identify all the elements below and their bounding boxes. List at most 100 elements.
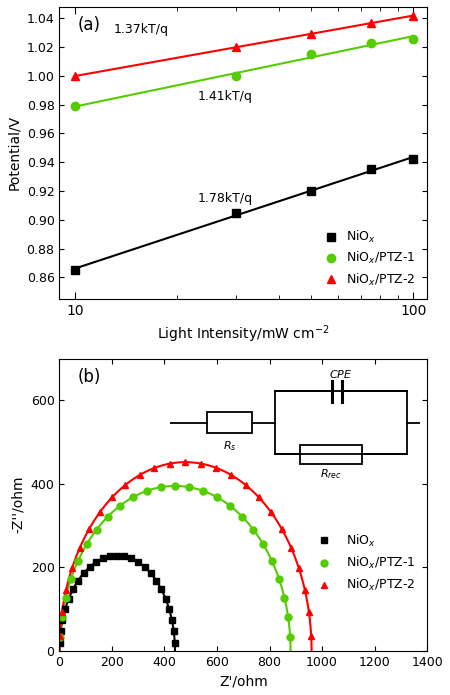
X-axis label: Light Intensity/mW cm$^{-2}$: Light Intensity/mW cm$^{-2}$ — [157, 323, 329, 345]
NiO$_x$/PTZ-1 — [239, 512, 245, 521]
NiO$_x$ — [72, 266, 77, 275]
NiO$_x$/PTZ-2 — [69, 564, 75, 573]
NiO$_x$ — [100, 555, 106, 563]
NiO$_x$ — [166, 605, 172, 613]
NiO$_x$/PTZ-2 — [123, 481, 128, 489]
NiO$_x$ — [159, 585, 164, 594]
NiO$_x$ — [172, 639, 177, 647]
Y-axis label: -Z''/ohm: -Z''/ohm — [11, 476, 25, 534]
NiO$_x$/PTZ-1 — [269, 557, 274, 565]
NiO$_x$/PTZ-1 — [117, 502, 122, 510]
NiO$_x$ — [309, 187, 314, 195]
NiO$_x$/PTZ-1 — [105, 512, 110, 521]
NiO$_x$/PTZ-2 — [234, 43, 239, 51]
NiO$_x$/PTZ-2 — [256, 493, 261, 502]
NiO$_x$ — [66, 595, 72, 603]
Line: NiO$_x$: NiO$_x$ — [56, 552, 178, 646]
X-axis label: Z'/ohm: Z'/ohm — [219, 674, 268, 688]
NiO$_x$/PTZ-1 — [288, 633, 293, 641]
NiO$_x$/PTZ-2 — [198, 459, 204, 468]
NiO$_x$/PTZ-1 — [84, 540, 90, 548]
NiO$_x$/PTZ-1 — [130, 493, 135, 501]
NiO$_x$ — [114, 551, 120, 559]
Y-axis label: Potential/V: Potential/V — [7, 115, 21, 190]
NiO$_x$/PTZ-2 — [77, 543, 82, 552]
NiO$_x$/PTZ-1 — [75, 557, 81, 565]
NiO$_x$/PTZ-2 — [306, 608, 312, 616]
NiO$_x$/PTZ-1 — [57, 633, 63, 641]
NiO$_x$/PTZ-2 — [296, 564, 302, 573]
NiO$_x$ — [58, 627, 63, 635]
NiO$_x$ — [94, 558, 99, 566]
NiO$_x$ — [57, 639, 62, 647]
NiO$_x$/PTZ-2 — [59, 608, 65, 616]
NiO$_x$ — [142, 563, 148, 571]
NiO$_x$/PTZ-2 — [72, 72, 77, 80]
NiO$_x$/PTZ-1 — [285, 613, 291, 621]
NiO$_x$/PTZ-2 — [243, 481, 248, 489]
NiO$_x$ — [107, 552, 112, 560]
Text: (a): (a) — [78, 16, 101, 33]
NiO$_x$ — [368, 165, 373, 174]
Text: 1.37kT/q: 1.37kT/q — [113, 23, 168, 36]
NiO$_x$ — [122, 552, 127, 560]
NiO$_x$ — [70, 585, 76, 594]
Line: NiO$_x$/PTZ-1: NiO$_x$/PTZ-1 — [56, 482, 294, 641]
Line: NiO$_x$/PTZ-2: NiO$_x$/PTZ-2 — [71, 11, 417, 80]
NiO$_x$/PTZ-2 — [57, 631, 63, 639]
Line: NiO$_x$: NiO$_x$ — [71, 155, 417, 275]
NiO$_x$ — [171, 627, 176, 635]
NiO$_x$/PTZ-2 — [302, 586, 307, 594]
NiO$_x$/PTZ-2 — [97, 508, 103, 516]
NiO$_x$/PTZ-1 — [201, 486, 206, 495]
NiO$_x$/PTZ-1 — [59, 613, 64, 621]
Line: NiO$_x$/PTZ-2: NiO$_x$/PTZ-2 — [56, 459, 315, 639]
NiO$_x$ — [234, 208, 239, 217]
NiO$_x$/PTZ-2 — [368, 19, 373, 27]
NiO$_x$/PTZ-1 — [309, 50, 314, 58]
NiO$_x$/PTZ-1 — [261, 540, 266, 548]
NiO$_x$/PTZ-1 — [94, 525, 99, 534]
NiO$_x$/PTZ-1 — [227, 502, 233, 510]
NiO$_x$/PTZ-2 — [279, 525, 284, 533]
Legend: NiO$_x$, NiO$_x$/PTZ-1, NiO$_x$/PTZ-2: NiO$_x$, NiO$_x$/PTZ-1, NiO$_x$/PTZ-2 — [306, 528, 421, 598]
NiO$_x$ — [153, 577, 159, 585]
NiO$_x$ — [129, 555, 134, 563]
NiO$_x$/PTZ-2 — [288, 543, 294, 552]
NiO$_x$/PTZ-2 — [63, 586, 69, 594]
NiO$_x$ — [81, 569, 86, 578]
NiO$_x$ — [75, 577, 81, 585]
NiO$_x$/PTZ-1 — [63, 594, 68, 602]
NiO$_x$/PTZ-1 — [368, 39, 373, 47]
NiO$_x$/PTZ-1 — [68, 575, 74, 583]
Line: NiO$_x$/PTZ-1: NiO$_x$/PTZ-1 — [71, 35, 417, 111]
NiO$_x$/PTZ-1 — [282, 594, 287, 602]
NiO$_x$ — [63, 605, 68, 613]
NiO$_x$/PTZ-1 — [72, 102, 77, 111]
NiO$_x$/PTZ-1 — [276, 575, 282, 583]
NiO$_x$/PTZ-2 — [229, 471, 234, 480]
NiO$_x$ — [135, 558, 141, 566]
NiO$_x$ — [87, 563, 92, 571]
NiO$_x$/PTZ-1 — [158, 483, 163, 491]
NiO$_x$/PTZ-1 — [187, 483, 192, 491]
NiO$_x$/PTZ-1 — [214, 493, 220, 501]
Text: 1.41kT/q: 1.41kT/q — [197, 90, 252, 104]
NiO$_x$/PTZ-2 — [183, 458, 188, 466]
NiO$_x$/PTZ-1 — [410, 35, 416, 43]
NiO$_x$/PTZ-2 — [309, 30, 314, 38]
NiO$_x$ — [169, 616, 175, 624]
NiO$_x$/PTZ-2 — [167, 459, 172, 468]
NiO$_x$/PTZ-2 — [309, 631, 314, 639]
Text: (b): (b) — [78, 368, 101, 386]
NiO$_x$/PTZ-2 — [137, 471, 142, 480]
Text: 1.78kT/q: 1.78kT/q — [197, 193, 252, 206]
NiO$_x$/PTZ-1 — [172, 482, 178, 490]
NiO$_x$/PTZ-2 — [152, 464, 157, 472]
NiO$_x$ — [148, 569, 153, 578]
NiO$_x$ — [163, 595, 168, 603]
NiO$_x$/PTZ-2 — [268, 508, 274, 516]
NiO$_x$ — [410, 155, 416, 163]
NiO$_x$/PTZ-1 — [251, 525, 256, 534]
Legend: NiO$_x$, NiO$_x$/PTZ-1, NiO$_x$/PTZ-2: NiO$_x$, NiO$_x$/PTZ-1, NiO$_x$/PTZ-2 — [316, 224, 421, 293]
